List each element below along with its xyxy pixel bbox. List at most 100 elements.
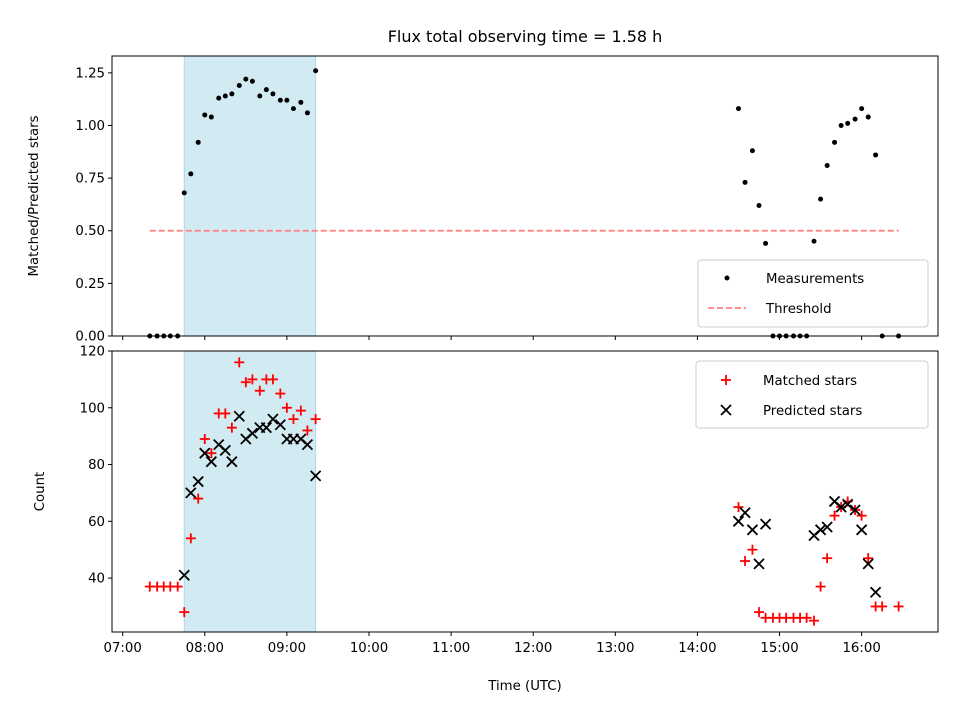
xtick-label: 08:00 bbox=[186, 641, 224, 656]
measurement-point bbox=[195, 139, 201, 145]
measurement-point bbox=[188, 171, 194, 177]
predicted-star-point-b bbox=[862, 558, 874, 570]
predicted-star-point bbox=[274, 419, 286, 431]
matched-star-point bbox=[863, 553, 874, 564]
top-legend-box bbox=[697, 259, 929, 328]
top-highlight-band bbox=[183, 55, 317, 337]
predicted-star-point bbox=[260, 421, 272, 434]
matched-star-point bbox=[240, 377, 251, 388]
matched-star-point bbox=[226, 422, 237, 433]
measurement-point bbox=[763, 240, 769, 246]
measurement-point bbox=[222, 93, 228, 99]
predicted-star-point bbox=[233, 410, 245, 422]
measurement-point bbox=[270, 91, 276, 97]
measurement-point bbox=[298, 99, 304, 105]
matched-star-point bbox=[179, 607, 190, 618]
predicted-star-point-b bbox=[233, 410, 245, 422]
xtick-label: 13:00 bbox=[596, 641, 634, 656]
predicted-star-point bbox=[301, 439, 314, 451]
legend-predicted-marker bbox=[720, 404, 732, 416]
predicted-star-point-b bbox=[746, 524, 759, 536]
top-panel: 0.00 0.25 0.50 0.75 1.00 1.25 Flux total obse… bbox=[27, 27, 939, 345]
legend-matched-glyph bbox=[721, 375, 731, 385]
bottom-legend-box bbox=[695, 360, 929, 429]
top-ytick-label: 0.50 bbox=[75, 224, 105, 239]
top-axes-frame bbox=[111, 55, 939, 337]
xtick-label: 14:00 bbox=[678, 641, 716, 656]
predicted-star-point-b bbox=[849, 504, 861, 516]
matched-star-point bbox=[234, 357, 245, 368]
bottom-axes-frame bbox=[111, 350, 939, 633]
predicted-star-point-b bbox=[309, 470, 322, 482]
xtick-label: 12:00 bbox=[514, 641, 552, 656]
measurement-point bbox=[742, 179, 748, 185]
matched-star-point bbox=[220, 408, 231, 419]
predicted-star-point-b bbox=[185, 487, 197, 499]
predicted-star-point-b bbox=[856, 524, 868, 536]
matched-star-point bbox=[199, 433, 210, 444]
measurement-point bbox=[243, 76, 249, 82]
measurement-point bbox=[873, 152, 879, 158]
predicted-star-point bbox=[226, 456, 238, 468]
predicted-star-point-b bbox=[267, 413, 279, 425]
predicted-star-point-b bbox=[732, 515, 745, 527]
predicted-star-point bbox=[753, 558, 765, 570]
measurement-point bbox=[811, 238, 817, 244]
matched-star-point bbox=[172, 581, 183, 592]
bottom-ytick-label: 100 bbox=[80, 401, 105, 416]
predicted-star-point-b bbox=[199, 447, 211, 459]
predicted-star-point-b bbox=[246, 427, 259, 439]
measurement-point bbox=[277, 97, 283, 103]
legend-matched-label: Matched stars bbox=[763, 374, 857, 389]
predicted-star-point-b bbox=[178, 569, 190, 581]
measurement-point bbox=[236, 82, 242, 88]
predicted-star-point-b bbox=[814, 524, 827, 536]
measurement-point bbox=[229, 91, 235, 97]
measurement-point bbox=[249, 78, 255, 84]
predicted-star-point bbox=[842, 498, 854, 510]
top-y-ticks: 0.00 0.25 0.50 0.75 1.00 1.25 bbox=[75, 66, 112, 345]
measurement-point bbox=[824, 162, 830, 168]
legend-matched-marker bbox=[721, 375, 731, 385]
measurement-point bbox=[818, 196, 824, 202]
predicted-stars-points bbox=[178, 410, 882, 598]
predicted-star-point-b bbox=[192, 475, 204, 488]
bottom-ytick-label: 80 bbox=[88, 458, 105, 473]
predicted-star-point-b bbox=[260, 421, 272, 434]
top-y-axis-label: Matched/Predicted stars bbox=[27, 115, 42, 276]
predicted-star-point bbox=[814, 524, 827, 536]
matched-star-point bbox=[302, 425, 313, 436]
xtick-label: 16:00 bbox=[842, 641, 880, 656]
measurement-point bbox=[865, 114, 871, 120]
top-ytick-label: 0.75 bbox=[75, 172, 105, 187]
xtick-label: 11:00 bbox=[432, 641, 470, 656]
bottom-ytick-label: 60 bbox=[88, 515, 105, 530]
measurements-points bbox=[147, 68, 902, 339]
bottom-x-ticks: 07:00 08:00 09:00 10:00 11:00 12:00 13:00 14:00… bbox=[104, 632, 881, 656]
matched-star-point bbox=[740, 556, 751, 567]
predicted-star-point-b bbox=[226, 456, 238, 468]
matched-star-point bbox=[822, 553, 833, 564]
predicted-star-point-b bbox=[753, 558, 765, 570]
legend-predicted-label: Predicted stars bbox=[763, 404, 862, 419]
measurement-point bbox=[263, 87, 269, 93]
matched-star-point bbox=[829, 510, 840, 521]
matched-star-point bbox=[809, 615, 820, 626]
predicted-star-point-b bbox=[219, 444, 231, 456]
measurement-point bbox=[756, 202, 762, 208]
legend-measurements-label: Measurements bbox=[766, 272, 864, 287]
predicted-star-point-b bbox=[821, 521, 833, 533]
matched-star-point bbox=[754, 607, 765, 618]
bottom-y-axis-label: Count bbox=[33, 472, 48, 512]
top-ytick-label: 0.25 bbox=[75, 277, 105, 292]
measurement-point bbox=[859, 106, 865, 112]
predicted-star-point bbox=[869, 586, 882, 598]
matched-star-point bbox=[856, 510, 867, 521]
matched-star-point bbox=[733, 502, 744, 513]
matched-star-point bbox=[247, 374, 258, 385]
predicted-star-point bbox=[746, 524, 759, 536]
predicted-star-point bbox=[732, 515, 745, 527]
predicted-star-point bbox=[205, 456, 217, 468]
matched-star-point bbox=[185, 533, 196, 544]
bottom-ytick-label: 40 bbox=[88, 572, 105, 587]
